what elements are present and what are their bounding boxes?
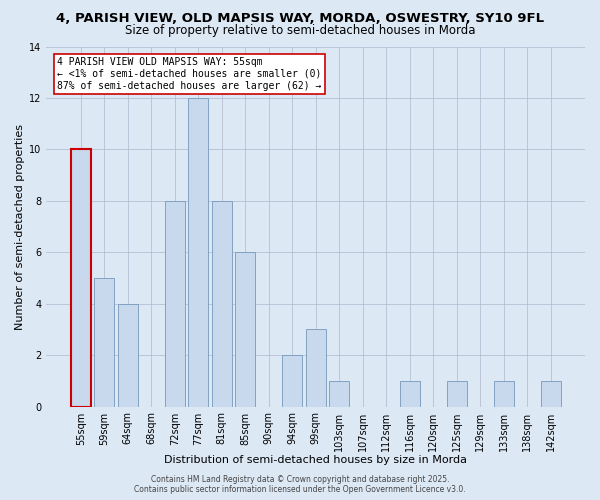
Bar <box>329 381 349 406</box>
Text: 4 PARISH VIEW OLD MAPSIS WAY: 55sqm
← <1% of semi-detached houses are smaller (0: 4 PARISH VIEW OLD MAPSIS WAY: 55sqm ← <1… <box>57 58 322 90</box>
X-axis label: Distribution of semi-detached houses by size in Morda: Distribution of semi-detached houses by … <box>164 455 467 465</box>
Bar <box>71 150 91 406</box>
Bar <box>212 201 232 406</box>
Bar <box>446 381 467 406</box>
Bar <box>235 252 255 406</box>
Bar <box>118 304 138 406</box>
Bar <box>494 381 514 406</box>
Text: 4, PARISH VIEW, OLD MAPSIS WAY, MORDA, OSWESTRY, SY10 9FL: 4, PARISH VIEW, OLD MAPSIS WAY, MORDA, O… <box>56 12 544 26</box>
Bar <box>282 355 302 406</box>
Bar <box>400 381 419 406</box>
Bar <box>541 381 560 406</box>
Bar <box>165 201 185 406</box>
Bar <box>94 278 115 406</box>
Bar <box>188 98 208 406</box>
Y-axis label: Number of semi-detached properties: Number of semi-detached properties <box>15 124 25 330</box>
Bar <box>306 330 326 406</box>
Text: Size of property relative to semi-detached houses in Morda: Size of property relative to semi-detach… <box>125 24 475 37</box>
Text: Contains HM Land Registry data © Crown copyright and database right 2025.
Contai: Contains HM Land Registry data © Crown c… <box>134 474 466 494</box>
